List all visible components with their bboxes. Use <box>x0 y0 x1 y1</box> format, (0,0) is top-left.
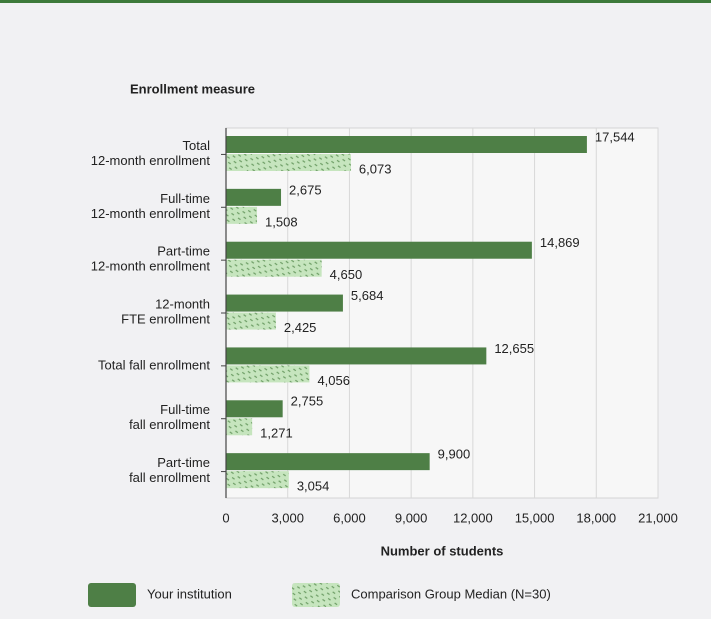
plot-area <box>225 127 659 499</box>
bars: Total 12-month enrollment 17,544 6,073 Full-… <box>91 129 635 493</box>
bar <box>226 206 258 224</box>
bar <box>226 418 253 436</box>
bar <box>226 471 289 489</box>
value-label: 2,755 <box>291 394 324 409</box>
value-label: 12,655 <box>494 341 534 356</box>
legend: Your institution Comparison Group Median … <box>88 583 551 607</box>
legend-label: Comparison Group Median (N=30) <box>351 586 551 601</box>
top-border <box>0 0 711 3</box>
x-axis-label: Number of students <box>381 543 504 558</box>
legend-label: Your institution <box>147 586 232 601</box>
x-tick-label: 18,000 <box>576 510 616 525</box>
x-tick-label: 0 <box>222 510 229 525</box>
value-label: 3,054 <box>297 479 330 494</box>
value-label: 9,900 <box>438 447 471 462</box>
legend-swatch <box>292 583 340 607</box>
value-label: 17,544 <box>595 129 635 144</box>
bar <box>226 365 310 383</box>
y-tick-label: Full-time 12-month enrollment <box>91 191 211 221</box>
value-label: 2,675 <box>289 182 322 197</box>
x-tick-label: 21,000 <box>638 510 678 525</box>
value-label: 5,684 <box>351 288 384 303</box>
y-tick-label: Total 12-month enrollment <box>91 138 211 168</box>
y-tick-label: Full-time fall enrollment <box>129 403 210 433</box>
chart-title: Enrollment measure <box>130 81 255 96</box>
value-label: 4,056 <box>317 373 350 388</box>
x-tick-label: 6,000 <box>333 510 366 525</box>
y-tick-label: 12-month FTE enrollment <box>121 297 210 327</box>
x-tick-label: 9,000 <box>395 510 428 525</box>
bar <box>226 294 343 312</box>
x-tick-label: 15,000 <box>515 510 555 525</box>
bar <box>226 259 322 277</box>
bar <box>226 347 487 365</box>
value-label: 14,869 <box>540 235 580 250</box>
bar <box>226 400 283 418</box>
value-label: 2,425 <box>284 320 317 335</box>
bar <box>226 453 430 471</box>
x-tick-label: 12,000 <box>453 510 493 525</box>
value-label: 1,271 <box>260 426 293 441</box>
legend-swatch <box>88 583 136 607</box>
y-tick-label: Part-time 12-month enrollment <box>91 244 211 274</box>
bar <box>226 154 351 171</box>
bar <box>226 312 276 330</box>
bar <box>226 188 282 206</box>
bar <box>226 136 587 153</box>
value-label: 4,650 <box>330 267 363 282</box>
y-tick-label: Total fall enrollment <box>98 357 210 372</box>
y-tick-label: Part-time fall enrollment <box>129 456 210 486</box>
value-label: 6,073 <box>359 161 392 176</box>
value-label: 1,508 <box>265 214 298 229</box>
x-tick-label: 3,000 <box>271 510 304 525</box>
bar <box>226 241 532 259</box>
